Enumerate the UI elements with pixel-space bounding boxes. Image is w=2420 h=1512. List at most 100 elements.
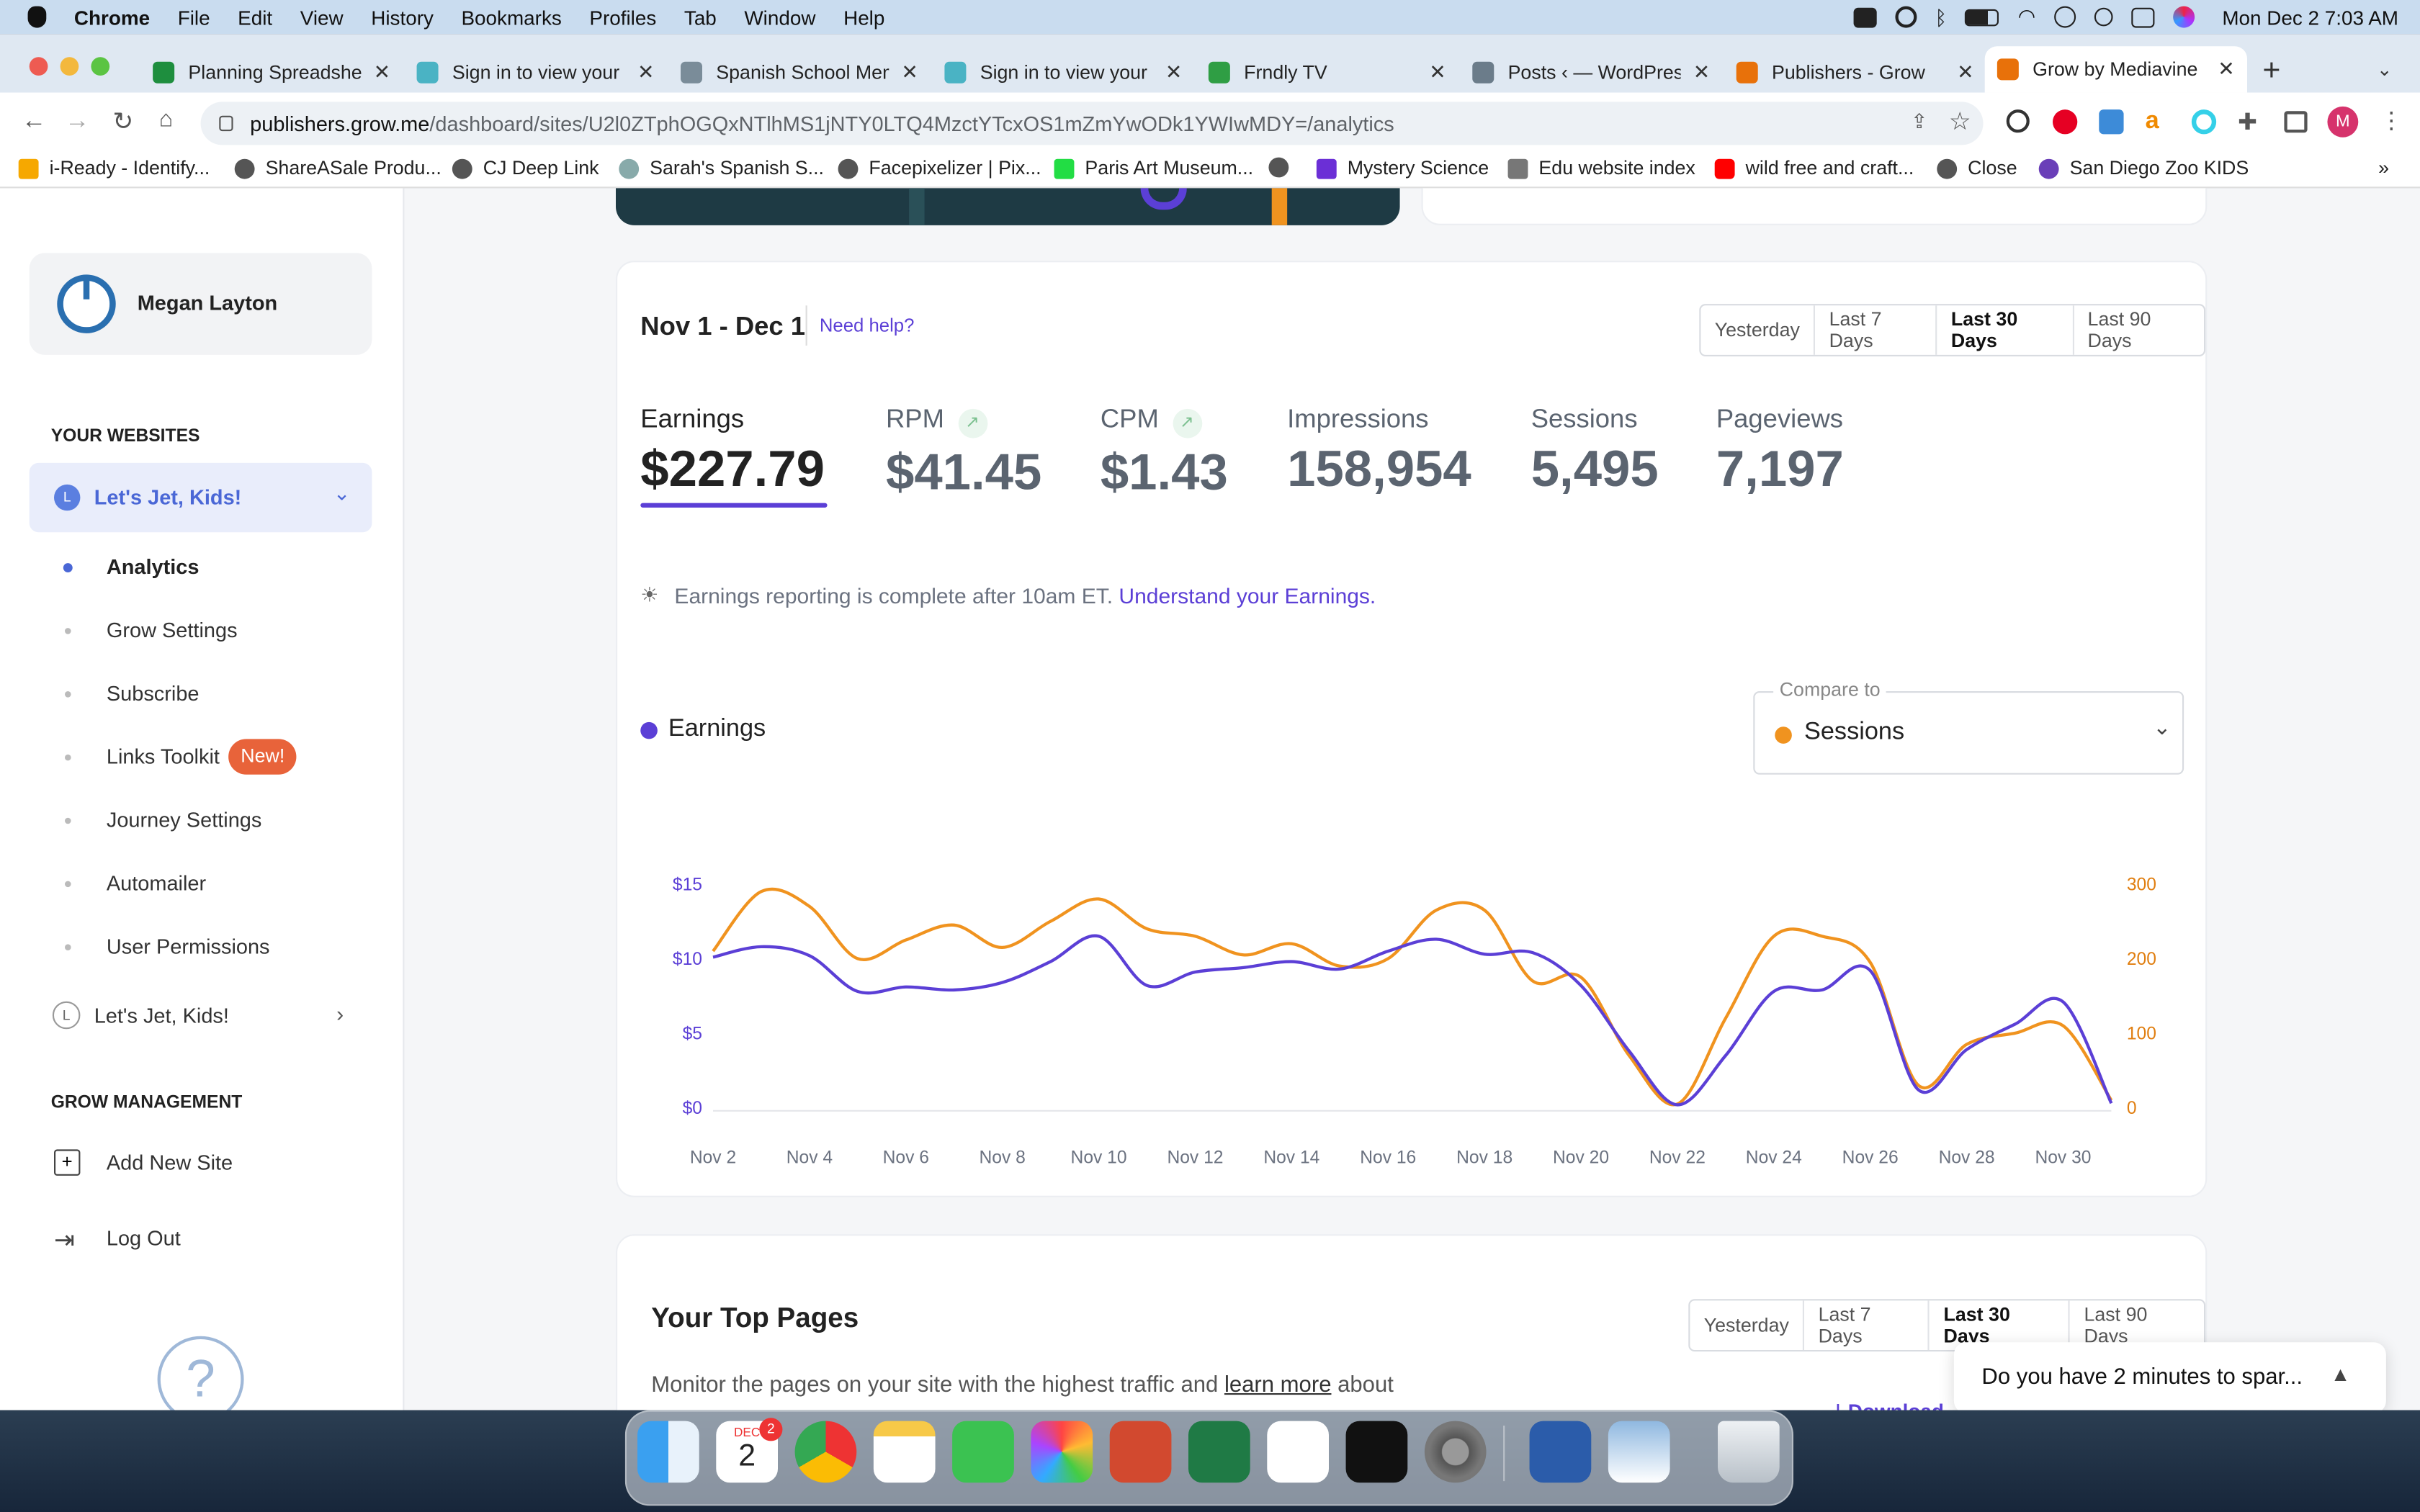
control-center-icon[interactable]: [2130, 6, 2155, 27]
back-arrow-icon[interactable]: ←: [22, 108, 47, 135]
tab-frndly-tv[interactable]: Frndly TV ✕: [1196, 53, 1446, 93]
menu-window[interactable]: Window: [744, 5, 816, 29]
excel-icon[interactable]: [1188, 1421, 1250, 1483]
metric-earnings[interactable]: Earnings $227.79: [640, 404, 828, 508]
tab-sign-in-1[interactable]: Sign in to view your doc✕: [404, 53, 654, 93]
word-icon[interactable]: [1529, 1421, 1592, 1483]
site-selector-secondary[interactable]: L Let's Jet, Kids! ›: [30, 996, 372, 1037]
bookmark-edu-website-index[interactable]: Edu website index: [1507, 158, 1695, 179]
period-last-7-days[interactable]: Last 7 Days: [1814, 305, 1935, 355]
system-settings-icon[interactable]: [1424, 1421, 1487, 1483]
extension-m-icon[interactable]: [2099, 109, 2124, 135]
bookmark-iready[interactable]: i-Ready - Identify...: [18, 158, 210, 179]
survey-popup[interactable]: Do you have 2 minutes to spar... ▲: [1953, 1342, 2386, 1410]
menu-bookmarks[interactable]: Bookmarks: [461, 5, 562, 29]
photos-icon[interactable]: [1031, 1421, 1093, 1483]
metric-sessions[interactable]: Sessions 5,495: [1531, 404, 1659, 498]
notes-icon[interactable]: [873, 1421, 936, 1483]
window-close-button[interactable]: [29, 57, 48, 76]
new-tab-button[interactable]: +: [2262, 54, 2281, 89]
bookmark-mystery-science[interactable]: Mystery Science: [1316, 158, 1489, 179]
window-minimize-button[interactable]: [60, 57, 79, 76]
understand-earnings-link[interactable]: Understand your Earnings.: [1119, 583, 1376, 608]
menu-edit[interactable]: Edit: [238, 5, 273, 29]
bookmark-globe[interactable]: [1268, 157, 1299, 178]
tab-close-icon[interactable]: ✕: [373, 60, 390, 84]
finder-icon[interactable]: [637, 1421, 699, 1483]
siri-icon[interactable]: [2172, 6, 2195, 28]
metric-impressions[interactable]: Impressions 158,954: [1287, 404, 1471, 498]
spotlight-search-icon[interactable]: [2094, 7, 2113, 27]
bookmark-sarahs-spanish[interactable]: Sarah's Spanish S...: [619, 158, 824, 179]
tab-close-icon[interactable]: ✕: [1957, 60, 1974, 84]
period-yesterday[interactable]: Yesterday: [1703, 1314, 1789, 1336]
nav-analytics[interactable]: Analytics: [106, 555, 200, 579]
period-last-30-days[interactable]: Last 30 Days: [1935, 305, 2072, 355]
extensions-puzzle-icon[interactable]: ✚: [2238, 109, 2258, 136]
metric-cpm[interactable]: CPM ↗ $1.43: [1101, 404, 1228, 501]
extension-c-icon[interactable]: [2191, 109, 2217, 135]
nav-automailer[interactable]: Automailer: [106, 871, 207, 895]
tab-spanish-school[interactable]: Spanish School Memories✕: [668, 53, 918, 93]
menu-tab[interactable]: Tab: [684, 5, 717, 29]
nav-links-toolkit[interactable]: Links Toolkit: [106, 745, 220, 769]
metric-pageviews[interactable]: Pageviews 7,197: [1716, 404, 1844, 498]
tab-close-icon[interactable]: ✕: [1693, 60, 1711, 84]
add-new-site-link[interactable]: Add New Site: [106, 1151, 233, 1174]
tab-sign-in-2[interactable]: Sign in to view your doc✕: [932, 53, 1182, 93]
apple-icon[interactable]: [27, 6, 47, 28]
tab-wordpress-posts[interactable]: Posts ‹ — WordPress ✕: [1460, 53, 1710, 93]
bookmark-wild-free[interactable]: wild free and craft...: [1714, 158, 1914, 179]
menu-history[interactable]: History: [371, 5, 434, 29]
bookmark-shareasale[interactable]: ShareASale Produ...: [234, 158, 442, 179]
nav-journey-settings[interactable]: Journey Settings: [106, 808, 262, 832]
tab-grow-by-mediavine[interactable]: Grow by Mediavine ✕: [1984, 46, 2247, 93]
need-help-link[interactable]: Need help?: [819, 315, 915, 337]
log-out-link[interactable]: Log Out: [106, 1226, 181, 1250]
trash-icon[interactable]: [1718, 1421, 1780, 1483]
share-icon[interactable]: ⇪: [1911, 109, 1928, 133]
menu-help[interactable]: Help: [843, 5, 885, 29]
profile-avatar[interactable]: M: [2327, 106, 2359, 138]
extension-1password-icon[interactable]: [2006, 109, 2030, 133]
menu-app-name[interactable]: Chrome: [73, 5, 151, 29]
powerpoint-icon[interactable]: [1109, 1421, 1172, 1483]
bookmark-paris-art-museum[interactable]: Paris Art Museum...: [1054, 158, 1253, 179]
menu-view[interactable]: View: [300, 5, 344, 29]
address-bar[interactable]: publishers.grow.me/dashboard/sites/U2l0Z…: [200, 102, 1984, 145]
home-icon[interactable]: ⌂: [158, 106, 174, 133]
tab-close-icon[interactable]: ✕: [637, 60, 655, 84]
tab-close-icon[interactable]: ✕: [2218, 57, 2235, 81]
download-link[interactable]: ⤓ Download: [1834, 1400, 1944, 1410]
bookmark-star-icon[interactable]: ☆: [1948, 109, 1971, 136]
preview-icon[interactable]: [1608, 1421, 1670, 1483]
status-app-icon[interactable]: [1852, 6, 1877, 27]
user-icon[interactable]: [2053, 6, 2076, 28]
airdrop-icon[interactable]: [1894, 6, 1917, 28]
chrome-menu-icon[interactable]: ⋮: [2380, 108, 2403, 135]
bookmark-san-diego-zoo[interactable]: San Diego Zoo KIDS: [2038, 158, 2249, 179]
site-info-icon[interactable]: [219, 115, 233, 132]
facetime-icon[interactable]: [952, 1421, 1014, 1483]
window-zoom-button[interactable]: [91, 57, 110, 76]
metric-rpm[interactable]: RPM ↗ $41.45: [886, 404, 1041, 501]
wifi-icon[interactable]: ◠: [2017, 4, 2036, 28]
tab-planning-spreadsheet[interactable]: Planning Spreadsheet ✕: [140, 53, 390, 93]
bookmarks-overflow-icon[interactable]: »: [2378, 157, 2390, 179]
forward-arrow-icon[interactable]: →: [65, 108, 90, 135]
user-card[interactable]: Megan Layton: [29, 253, 372, 355]
tab-close-icon[interactable]: ✕: [901, 60, 918, 84]
side-panel-icon[interactable]: [2284, 111, 2308, 133]
battery-icon[interactable]: [1965, 8, 2000, 26]
expand-triangle-icon[interactable]: ▲: [2330, 1362, 2351, 1386]
menu-file[interactable]: File: [177, 5, 210, 29]
menubar-datetime[interactable]: Mon Dec 2 7:03 AM: [2222, 5, 2398, 29]
nav-user-permissions[interactable]: User Permissions: [106, 935, 270, 958]
menu-profiles[interactable]: Profiles: [589, 5, 657, 29]
reminders-icon[interactable]: [1267, 1421, 1329, 1483]
nav-grow-settings[interactable]: Grow Settings: [106, 618, 238, 642]
tab-search-chevron-icon[interactable]: ⌄: [2377, 58, 2393, 81]
period-last-90-days[interactable]: Last 90 Days: [2072, 305, 2204, 355]
tab-close-icon[interactable]: ✕: [1165, 60, 1183, 84]
chrome-icon[interactable]: [794, 1421, 857, 1483]
